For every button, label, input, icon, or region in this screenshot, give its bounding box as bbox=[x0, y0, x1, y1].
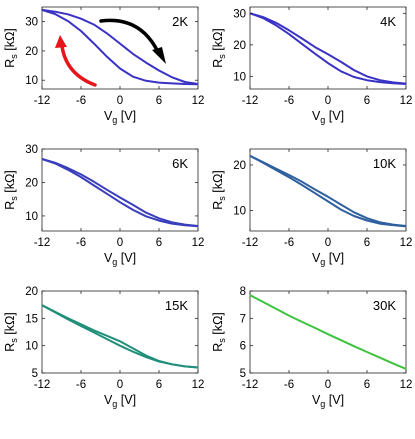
panel-title: 30K bbox=[373, 298, 396, 313]
x-tick-label: -12 bbox=[242, 95, 259, 107]
x-tick-label: -6 bbox=[76, 379, 86, 391]
x-tick-label: 6 bbox=[156, 379, 162, 391]
x-tick-label: 6 bbox=[364, 379, 370, 391]
black-arrow-head bbox=[152, 47, 166, 64]
x-tick-label: -6 bbox=[284, 237, 294, 249]
y-tick-label: 10 bbox=[25, 75, 38, 87]
x-tick-label: 0 bbox=[117, 95, 123, 107]
x-tick-label: -12 bbox=[34, 379, 51, 391]
series-line-2 bbox=[41, 158, 199, 228]
panel-6: -12 -6 0 6 12 5 6 7 8 Vg [V] Rs [kΩ] 30K bbox=[211, 286, 412, 409]
y-tick-label: 30 bbox=[233, 8, 246, 20]
x-tick-label: 6 bbox=[156, 95, 162, 107]
panel-title: 4K bbox=[380, 14, 396, 29]
x-axis-label: Vg [V] bbox=[312, 393, 344, 409]
x-axis-label: Vg [V] bbox=[104, 109, 136, 125]
y-tick-label: 7 bbox=[240, 313, 246, 325]
x-tick-label: -12 bbox=[34, 237, 51, 249]
panel-4: -12 -6 0 6 12 10 20 Vg [V] Rs [kΩ] 10K bbox=[211, 148, 413, 267]
black-arrow bbox=[99, 18, 160, 54]
y-tick-label: 10 bbox=[233, 71, 246, 83]
y-axis-label: Rs [kΩ] bbox=[3, 312, 19, 352]
y-tick-label: 30 bbox=[25, 17, 38, 29]
y-tick-label: 20 bbox=[25, 286, 38, 298]
x-tick-label: 0 bbox=[325, 237, 331, 249]
x-axis-label: Vg [V] bbox=[312, 109, 344, 125]
series-line-2 bbox=[41, 8, 199, 86]
x-tick-label: -6 bbox=[284, 379, 294, 391]
x-tick-label: -12 bbox=[34, 95, 51, 107]
x-tick-label: -6 bbox=[76, 237, 86, 249]
series-line-2 bbox=[41, 304, 199, 369]
red-arrow-head bbox=[55, 35, 67, 48]
x-tick-label: 12 bbox=[192, 95, 205, 107]
x-axis-label: Vg [V] bbox=[312, 251, 344, 267]
x-tick-label: 0 bbox=[325, 379, 331, 391]
y-tick-label: 6 bbox=[240, 341, 246, 353]
y-axis-label: Rs [kΩ] bbox=[211, 312, 227, 352]
y-tick-label: 10 bbox=[233, 206, 246, 218]
y-axis-label: Rs [kΩ] bbox=[3, 170, 19, 210]
x-tick-label: 0 bbox=[325, 95, 331, 107]
x-tick-label: 12 bbox=[400, 237, 413, 249]
x-axis-label: Vg [V] bbox=[104, 251, 136, 267]
series-line-1 bbox=[41, 8, 199, 85]
red-arrow bbox=[60, 44, 97, 87]
y-tick-label: 10 bbox=[25, 341, 38, 353]
y-tick-label: 8 bbox=[240, 286, 246, 298]
y-tick-label: 30 bbox=[25, 144, 38, 156]
x-axis-label: Vg [V] bbox=[104, 393, 136, 409]
y-tick-label: 20 bbox=[25, 46, 38, 58]
x-tick-label: 6 bbox=[364, 237, 370, 249]
x-tick-label: -6 bbox=[76, 95, 86, 107]
y-axis-label: Rs [kΩ] bbox=[211, 28, 227, 68]
panel-5: -12 -6 0 6 12 5 10 15 20 Vg [V] Rs [kΩ] 15K bbox=[3, 286, 204, 409]
y-tick-label: 20 bbox=[233, 40, 246, 52]
series-line-1 bbox=[41, 304, 199, 369]
y-tick-label: 10 bbox=[25, 211, 38, 223]
panel-title: 10K bbox=[373, 156, 396, 171]
y-tick-label: 20 bbox=[25, 177, 38, 189]
x-tick-label: 6 bbox=[364, 95, 370, 107]
series-line-1 bbox=[249, 154, 407, 227]
y-axis-label: Rs [kΩ] bbox=[211, 170, 227, 210]
series-line-1 bbox=[249, 294, 407, 370]
x-tick-label: 6 bbox=[156, 237, 162, 249]
series-line-1 bbox=[41, 158, 199, 227]
series-line-2 bbox=[249, 12, 407, 85]
y-tick-label: 5 bbox=[240, 368, 246, 380]
x-tick-label: 12 bbox=[400, 95, 413, 107]
panel-3: -12 -6 0 6 12 10 20 30 Vg [V] Rs [kΩ] 6K bbox=[3, 144, 204, 267]
panel-title: 2K bbox=[172, 14, 188, 29]
y-tick-label: 5 bbox=[32, 368, 38, 380]
x-tick-label: -12 bbox=[242, 237, 259, 249]
y-tick-label: 20 bbox=[233, 160, 246, 172]
panel-2: -12 -6 0 6 12 10 20 30 Vg [V] Rs [kΩ] 4K bbox=[211, 6, 413, 125]
panel-1: -12 -6 0 6 12 10 20 30 Vg [V] Rs [kΩ] 2K bbox=[3, 6, 205, 125]
series-line-1 bbox=[249, 12, 407, 85]
x-tick-label: 0 bbox=[117, 237, 123, 249]
x-tick-label: 12 bbox=[192, 237, 205, 249]
y-axis-label: Rs [kΩ] bbox=[3, 28, 19, 68]
y-tick-label: 15 bbox=[25, 313, 38, 325]
panel-title: 6K bbox=[172, 156, 188, 171]
series-line-2 bbox=[249, 154, 407, 228]
x-tick-label: -12 bbox=[242, 379, 259, 391]
x-tick-label: 0 bbox=[117, 379, 123, 391]
panel-title: 15K bbox=[165, 298, 188, 313]
x-tick-label: 12 bbox=[400, 379, 413, 391]
x-tick-label: -6 bbox=[284, 95, 294, 107]
x-tick-label: 12 bbox=[192, 379, 205, 391]
